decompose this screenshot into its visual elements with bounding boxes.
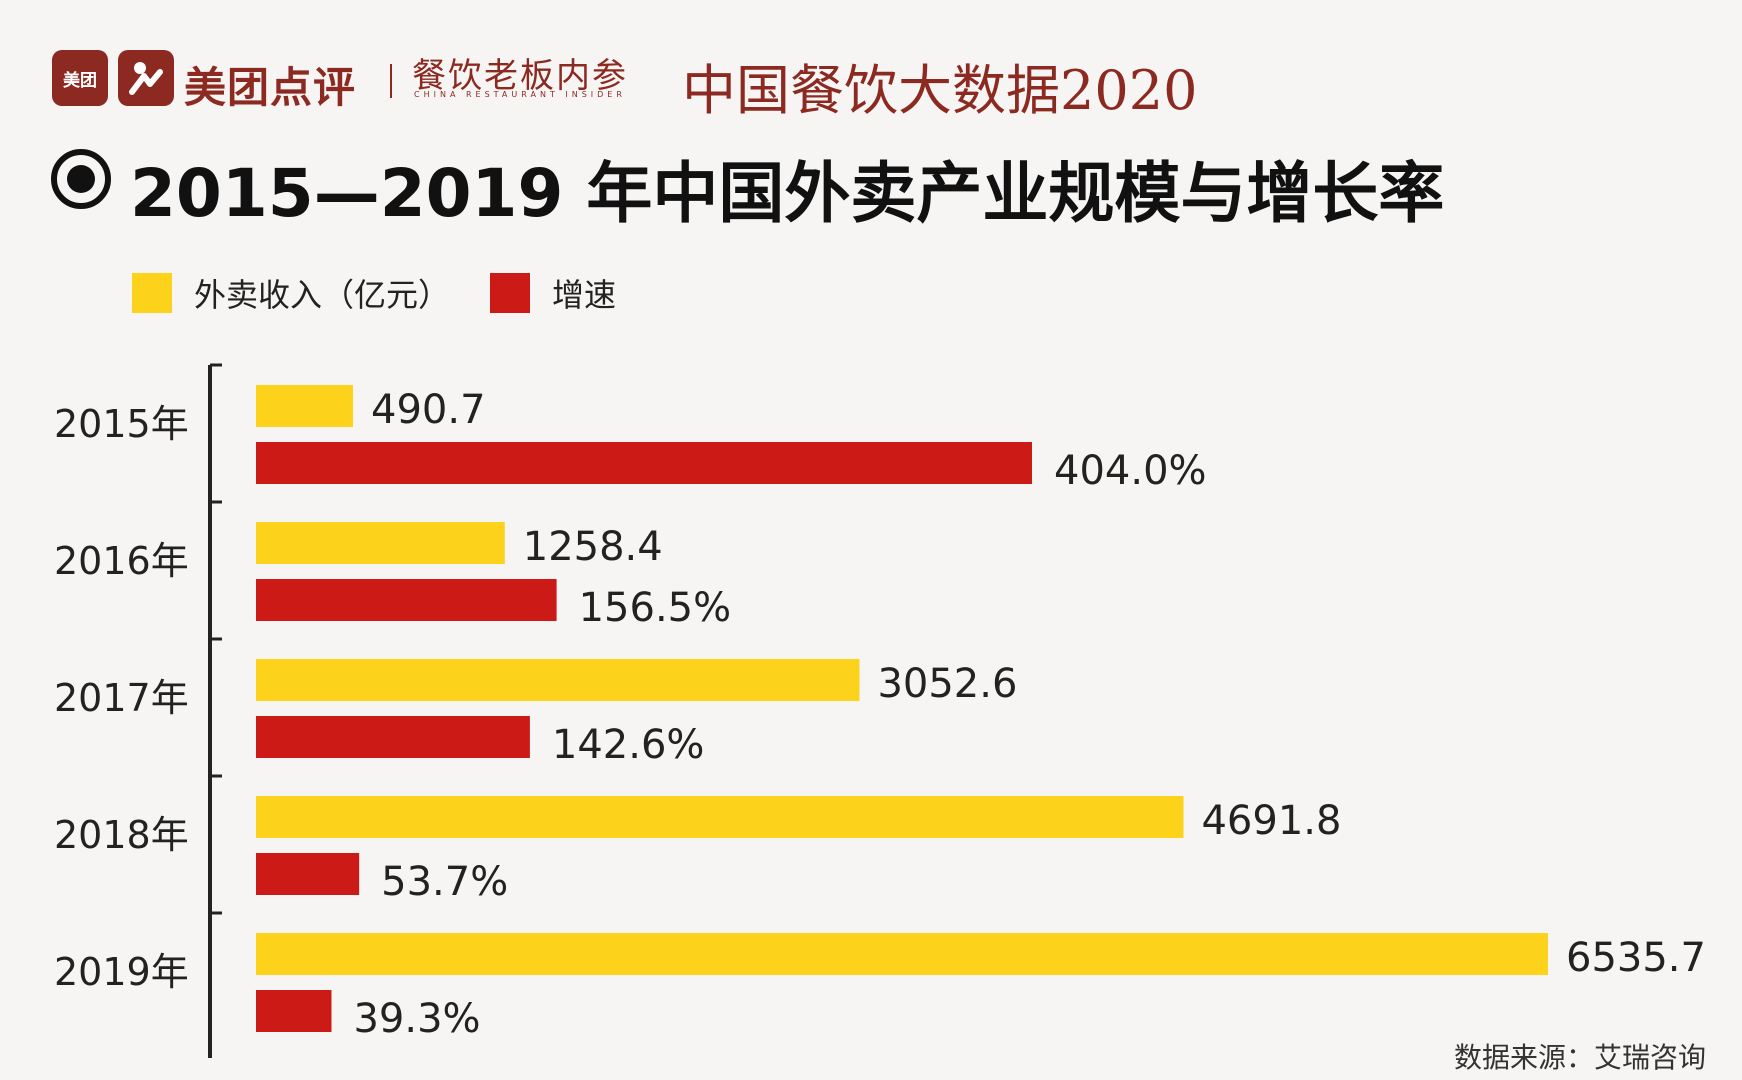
- growth-bar: [256, 442, 1032, 484]
- data-source: 数据来源：艾瑞咨询: [1453, 1041, 1706, 1074]
- revenue-value-label: 490.7: [371, 387, 486, 433]
- meituan-logo-text: 美团: [63, 70, 97, 91]
- growth-bar: [256, 853, 360, 895]
- revenue-bar: [256, 385, 354, 427]
- revenue-bar: [256, 522, 505, 564]
- category-label: 2018年: [54, 813, 189, 857]
- report-title: 中国餐饮大数据2020: [682, 59, 1198, 122]
- chart-title: 2015—2019 年中国外卖产业规模与增长率: [130, 155, 1445, 232]
- legend-item-growth: 增速: [490, 270, 616, 316]
- legend-swatch-growth: [490, 273, 530, 313]
- growth-value-label: 404.0%: [1054, 448, 1207, 494]
- legend-swatch-revenue: [132, 273, 172, 313]
- target-bullet-icon: [51, 149, 111, 209]
- sub-brand-english: CHINA RESTAURANT INSIDER: [414, 90, 626, 99]
- revenue-bar: [256, 933, 1548, 975]
- category-label: 2019年: [54, 950, 189, 994]
- growth-value-label: 142.6%: [552, 722, 705, 768]
- legend-item-revenue: 外卖收入（亿元）: [132, 270, 450, 316]
- growth-value-label: 39.3%: [353, 996, 480, 1042]
- category-label: 2017年: [54, 676, 189, 720]
- growth-bar: [256, 579, 557, 621]
- growth-value-label: 53.7%: [381, 859, 508, 905]
- revenue-bar: [256, 796, 1184, 838]
- meituan-logo: 美团: [52, 50, 108, 106]
- legend-label-revenue: 外卖收入（亿元）: [194, 276, 451, 314]
- legend-label-growth: 增速: [552, 276, 617, 314]
- brand-header: 美团 美团点评 餐饮老板内参 CHINA RESTAURANT INSIDER …: [52, 46, 1252, 122]
- revenue-value-label: 6535.7: [1566, 935, 1706, 981]
- sub-brand: 餐饮老板内参: [412, 56, 628, 96]
- growth-bar: [256, 716, 530, 758]
- revenue-value-label: 4691.8: [1201, 798, 1341, 844]
- growth-bar: [256, 990, 332, 1032]
- revenue-value-label: 3052.6: [877, 661, 1017, 707]
- growth-value-label: 156.5%: [579, 585, 732, 631]
- header-divider: [390, 64, 392, 98]
- revenue-bar: [256, 659, 860, 701]
- category-label: 2016年: [54, 539, 189, 583]
- category-label: 2015年: [54, 402, 189, 446]
- revenue-value-label: 1258.4: [523, 524, 663, 570]
- brand-name: 美团点评: [184, 63, 357, 112]
- dianping-logo-icon: [118, 50, 174, 106]
